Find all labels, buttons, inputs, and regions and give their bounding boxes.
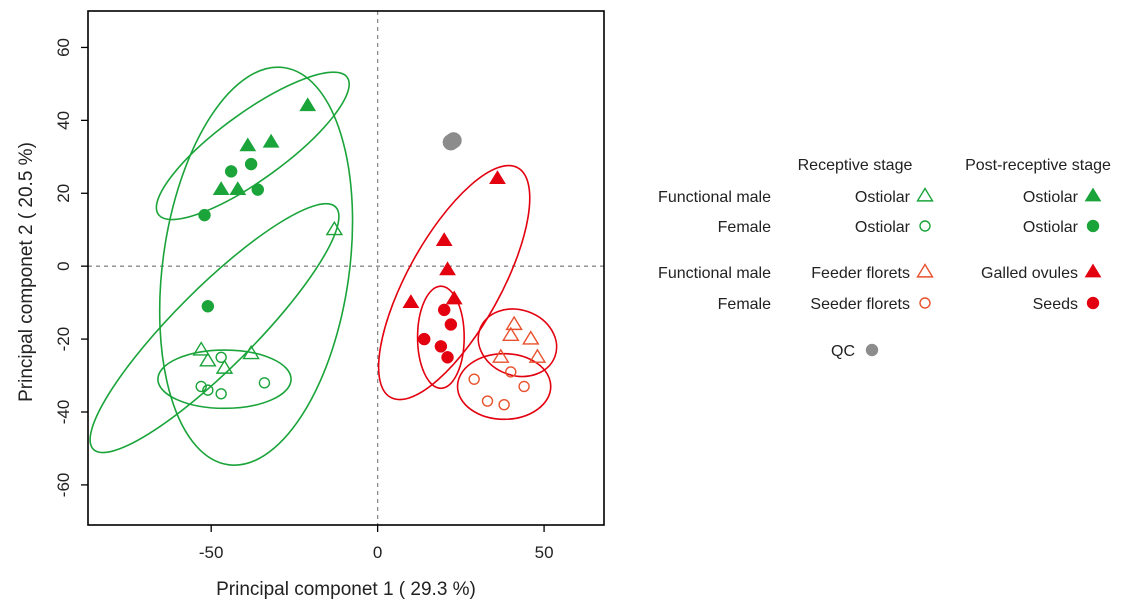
legend-header-receptive: Receptive stage [798, 157, 913, 174]
data-point-s8-4 [434, 340, 448, 353]
plot-area: -50 0 50 -60 -40 -20 0 20 40 60 Principal componet… [16, 10, 605, 600]
legend-qc-marker [865, 343, 879, 357]
y-tick-label-2: -40 [54, 400, 73, 425]
x-tick-label-3: 50 [535, 543, 554, 562]
data-point-s1-5 [242, 344, 260, 360]
data-point-s2-1 [195, 380, 207, 393]
x-tick-label-2: 0 [373, 543, 382, 562]
data-point-s6-4 [505, 366, 517, 378]
legend-header-post-receptive: Post-receptive stage [965, 157, 1111, 174]
data-point-s3-5 [229, 181, 247, 195]
data-point-s5-2 [502, 326, 520, 342]
legend-receptive-marker-4 [919, 297, 931, 309]
data-point-s7-1 [489, 170, 506, 185]
y-tick-label-7: 60 [54, 38, 73, 57]
group-ellipse-3 [89, 202, 340, 454]
legend-group-label-2: Female [718, 219, 771, 236]
data-point-s4-3 [251, 183, 265, 196]
data-point-s1-4 [215, 359, 234, 374]
plot-frame [87, 10, 605, 526]
data-point-s7-2 [435, 232, 453, 247]
data-point-s3-2 [239, 137, 257, 152]
legend-receptive-label-4: Seeder florets [810, 296, 910, 313]
legend-group-label-3: Functional male [658, 265, 771, 282]
data-point-s7-5 [445, 290, 463, 305]
y-tick-label-1: -60 [54, 473, 73, 498]
data-point-s4-1 [224, 165, 238, 178]
data-point-s2-5 [258, 377, 271, 389]
data-point-s5-3 [522, 330, 540, 345]
legend-qc-label: QC [831, 343, 855, 360]
data-point-s1-3 [199, 352, 217, 367]
data-point-s2-3 [215, 351, 227, 364]
data-point-s6-2 [481, 395, 494, 407]
legend-post-label-2: Ostiolar [1023, 219, 1079, 236]
legend-receptive-marker-1 [916, 187, 934, 202]
data-point-s1-2 [192, 341, 210, 356]
group-ellipse-7 [477, 308, 558, 378]
legend-receptive-label-3: Feeder florets [811, 265, 910, 282]
data-point-s3-4 [212, 181, 230, 195]
data-point-s9-2 [445, 132, 462, 149]
data-point-s4-4 [198, 208, 211, 222]
data-point-s8-5 [441, 351, 454, 364]
y-tick-label-4: 0 [54, 261, 73, 270]
data-point-s6-5 [518, 380, 530, 393]
legend-post-marker-3 [1084, 263, 1102, 278]
data-point-s1-1 [325, 220, 344, 236]
group-ellipse-6 [416, 285, 465, 390]
data-point-s4-5 [201, 300, 215, 313]
data-point-s5-5 [528, 348, 547, 363]
data-point-s3-3 [262, 133, 280, 148]
data-point-s8-3 [417, 332, 431, 346]
data-point-s3-1 [299, 97, 317, 112]
legend: Receptive stage Post-receptive stage Funct… [658, 157, 1111, 360]
legend-post-label-4: Seeds [1033, 296, 1078, 313]
legend-receptive-marker-2 [919, 220, 931, 232]
data-point-s6-3 [498, 399, 510, 411]
group-ellipse-4 [157, 349, 292, 410]
y-tick-label-3: -20 [54, 327, 73, 352]
data-point-s4-2 [244, 157, 258, 171]
data-point-s7-4 [402, 294, 420, 309]
group-ellipse-1 [158, 66, 354, 466]
legend-post-label-3: Galled ovules [981, 265, 1078, 282]
y-axis-title: Principal componet 2 ( 20.5 %) [16, 142, 37, 402]
group-ellipse-2 [155, 71, 350, 221]
x-axis-title: Principal componet 1 ( 29.3 %) [216, 579, 476, 600]
legend-group-label-4: Female [718, 296, 771, 313]
data-point-s2-4 [215, 388, 227, 400]
legend-post-marker-2 [1086, 219, 1100, 233]
group-ellipse-5 [377, 164, 531, 401]
data-point-s2-2 [202, 384, 214, 396]
legend-post-label-1: Ostiolar [1023, 189, 1079, 206]
legend-receptive-label-1: Ostiolar [855, 189, 911, 206]
legend-receptive-marker-3 [916, 263, 934, 278]
data-point-s5-1 [505, 315, 523, 331]
x-tick-label-1: -50 [199, 543, 224, 562]
legend-post-marker-4 [1086, 296, 1100, 310]
data-point-s6-1 [468, 373, 480, 385]
data-point-s5-4 [492, 348, 510, 363]
data-point-s7-3 [439, 261, 456, 276]
y-tick-label-6: 40 [54, 111, 73, 130]
legend-group-label-1: Functional male [658, 189, 771, 206]
legend-receptive-label-2: Ostiolar [855, 219, 911, 236]
data-point-s8-2 [444, 318, 458, 331]
group-ellipse-8 [456, 352, 552, 421]
legend-post-marker-1 [1084, 187, 1102, 202]
data-point-s8-1 [437, 303, 451, 317]
y-tick-label-5: 20 [54, 184, 73, 203]
